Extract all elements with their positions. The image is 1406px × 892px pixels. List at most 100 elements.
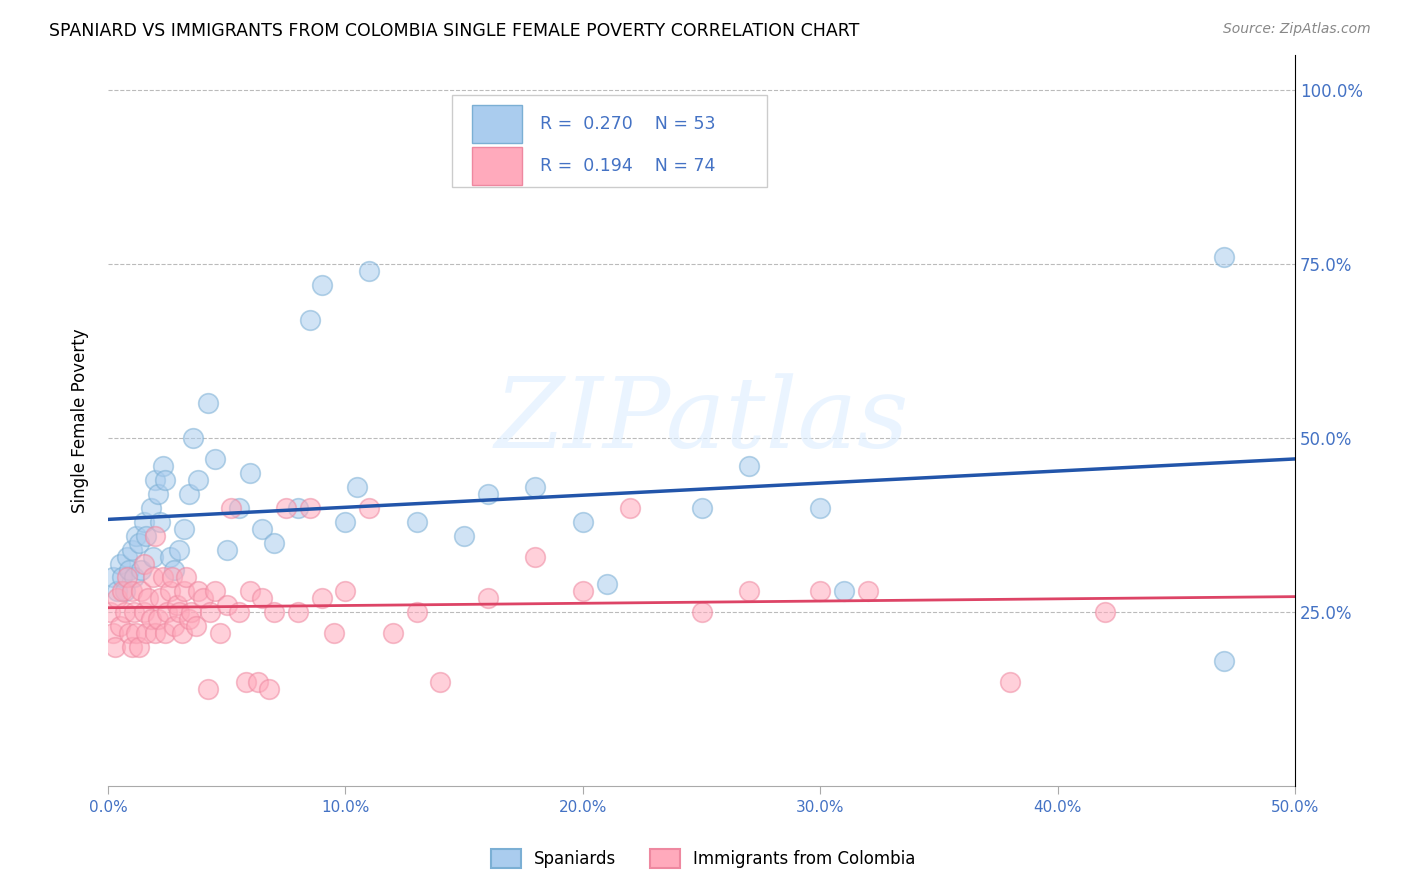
Point	[259, 681, 281, 696]
Point	[1094, 605, 1116, 619]
Point	[142, 570, 165, 584]
Point	[738, 458, 761, 473]
Point	[108, 557, 131, 571]
Point	[180, 605, 202, 619]
Point	[149, 591, 172, 606]
Point	[111, 584, 134, 599]
Point	[198, 605, 221, 619]
Point	[477, 487, 499, 501]
Point	[287, 605, 309, 619]
Point	[183, 431, 205, 445]
Point	[572, 515, 595, 529]
Point	[129, 564, 152, 578]
Point	[107, 591, 129, 606]
Point	[524, 480, 547, 494]
Point	[808, 500, 831, 515]
Y-axis label: Single Female Poverty: Single Female Poverty	[72, 328, 89, 513]
Point	[429, 674, 451, 689]
Text: R =  0.270    N = 53: R = 0.270 N = 53	[540, 115, 716, 133]
Point	[246, 674, 269, 689]
Point	[228, 500, 250, 515]
Point	[159, 549, 181, 564]
Point	[197, 681, 219, 696]
Point	[142, 549, 165, 564]
Point	[619, 500, 641, 515]
Point	[128, 640, 150, 654]
Point	[1212, 654, 1234, 668]
FancyBboxPatch shape	[453, 95, 766, 186]
Point	[125, 626, 148, 640]
Point	[135, 626, 157, 640]
Point	[173, 584, 195, 599]
Point	[149, 515, 172, 529]
Point	[856, 584, 879, 599]
FancyBboxPatch shape	[472, 105, 522, 144]
Point	[346, 480, 368, 494]
Point	[132, 515, 155, 529]
Point	[107, 584, 129, 599]
Point	[118, 564, 141, 578]
Point	[145, 529, 167, 543]
Point	[121, 542, 143, 557]
Point	[322, 626, 344, 640]
Point	[153, 626, 176, 640]
Text: ZIPatlas: ZIPatlas	[495, 373, 908, 468]
Point	[145, 626, 167, 640]
Point	[239, 584, 262, 599]
Point	[204, 452, 226, 467]
Point	[108, 619, 131, 633]
Point	[572, 584, 595, 599]
Legend: Spaniards, Immigrants from Colombia: Spaniards, Immigrants from Colombia	[484, 843, 922, 875]
Point	[138, 591, 160, 606]
Point	[287, 500, 309, 515]
Point	[125, 529, 148, 543]
Point	[204, 584, 226, 599]
Point	[335, 515, 357, 529]
Point	[118, 626, 141, 640]
Point	[187, 473, 209, 487]
Point	[122, 570, 145, 584]
Point	[135, 529, 157, 543]
Point	[690, 605, 713, 619]
Text: R =  0.194    N = 74: R = 0.194 N = 74	[540, 157, 716, 176]
Point	[252, 522, 274, 536]
Point	[808, 584, 831, 599]
Point	[221, 500, 243, 515]
Point	[153, 473, 176, 487]
Point	[298, 500, 321, 515]
Point	[139, 500, 162, 515]
Point	[98, 605, 121, 619]
Point	[173, 522, 195, 536]
Point	[274, 500, 297, 515]
Point	[738, 584, 761, 599]
Point	[477, 591, 499, 606]
Point	[121, 640, 143, 654]
Point	[114, 605, 136, 619]
Point	[381, 626, 404, 640]
Point	[215, 599, 238, 613]
Point	[359, 264, 381, 278]
Point	[156, 605, 179, 619]
Point	[832, 584, 855, 599]
Point	[690, 500, 713, 515]
Point	[298, 312, 321, 326]
FancyBboxPatch shape	[472, 147, 522, 186]
Point	[176, 570, 198, 584]
Point	[252, 591, 274, 606]
Point	[184, 619, 207, 633]
Point	[145, 473, 167, 487]
Point	[146, 612, 169, 626]
Point	[114, 584, 136, 599]
Point	[167, 542, 190, 557]
Point	[167, 605, 190, 619]
Point	[405, 605, 427, 619]
Point	[111, 570, 134, 584]
Point	[208, 626, 231, 640]
Point	[152, 458, 174, 473]
Point	[263, 605, 285, 619]
Point	[104, 640, 127, 654]
Point	[335, 584, 357, 599]
Point	[129, 584, 152, 599]
Point	[228, 605, 250, 619]
Point	[453, 529, 475, 543]
